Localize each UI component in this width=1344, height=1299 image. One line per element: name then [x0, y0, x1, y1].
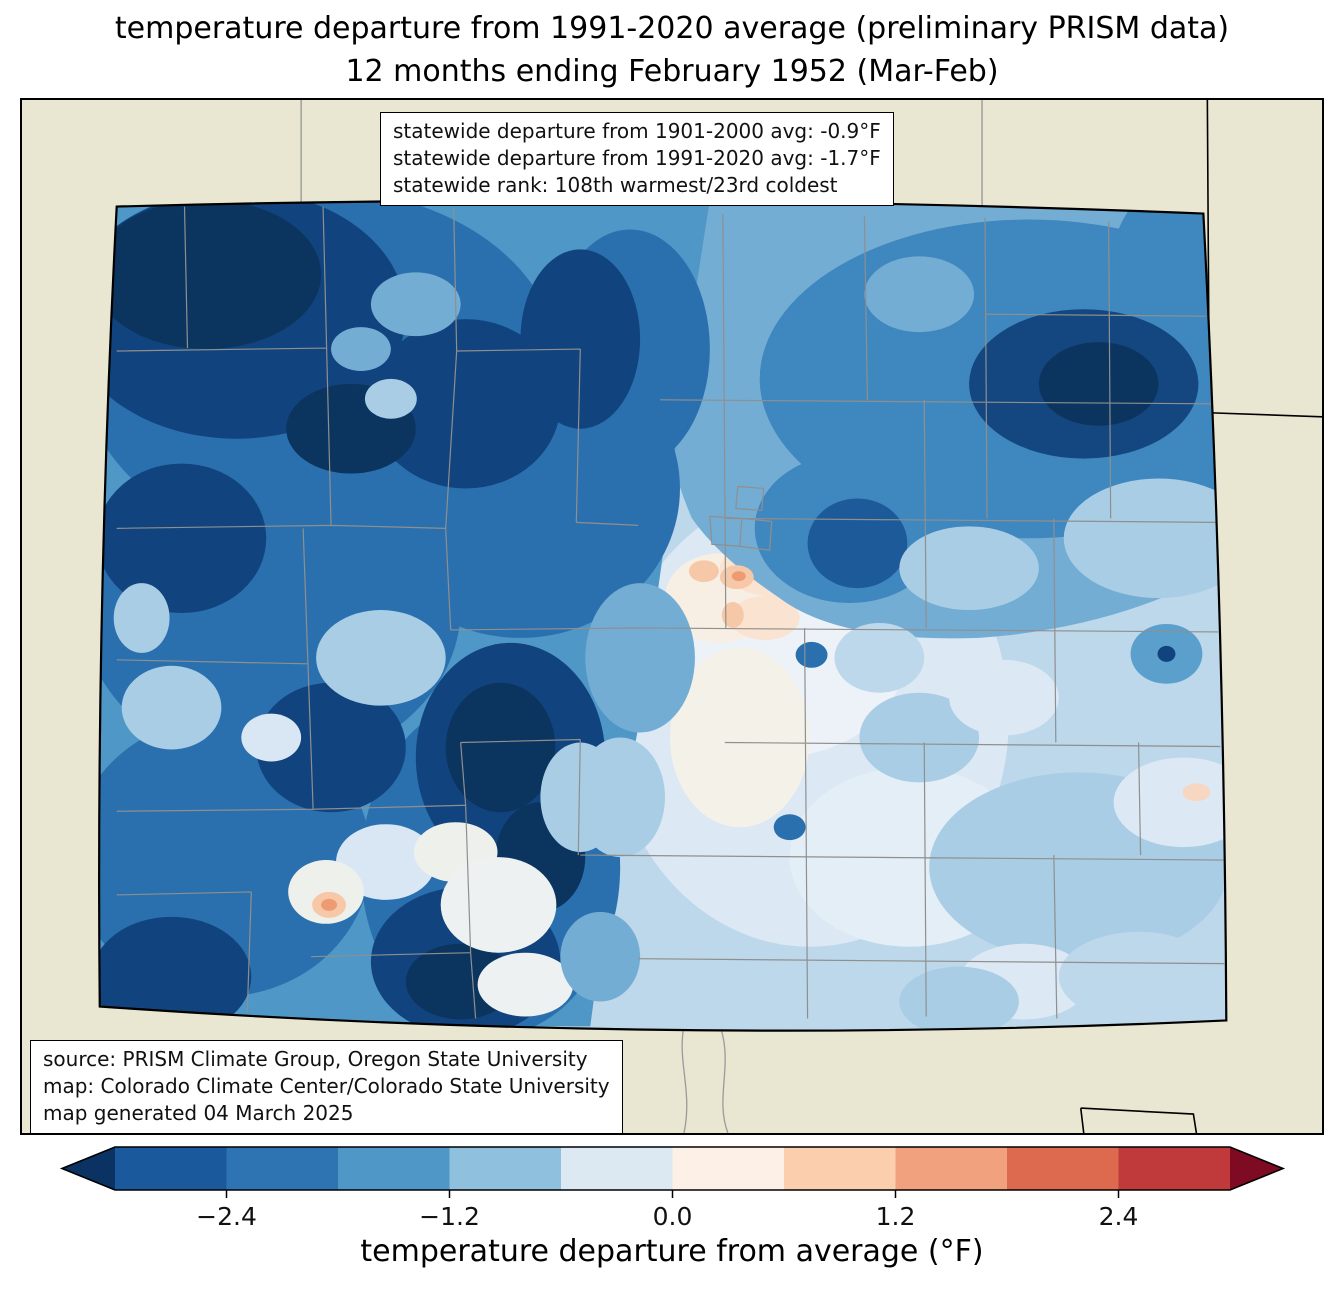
colorbar-segment: [784, 1147, 896, 1190]
map-generated-line: map generated 04 March 2025: [43, 1100, 354, 1125]
colorbar-segment: [449, 1147, 562, 1190]
colorbar-tick-label: −2.4: [196, 1202, 257, 1231]
colorbar-segment: [338, 1147, 450, 1190]
colorbar-segments: [59, 1146, 1286, 1191]
colorbar-tick-label: 0.0: [653, 1202, 693, 1231]
colorbar-segment: [561, 1147, 673, 1190]
temperature-field-layer: [99, 200, 1227, 1031]
neighboring-states-layer: [300, 100, 1322, 1133]
colorbar-svg: −2.4 −1.2 0.0 1.2 2.4: [59, 1146, 1286, 1231]
colorbar-tick-label: −1.2: [419, 1202, 480, 1231]
county-boundaries: [116, 206, 1225, 1019]
colorbar-ticks: [225, 1190, 1120, 1198]
source-attribution-box: source: PRISM Climate Group, Oregon Stat…: [30, 1040, 623, 1135]
colorbar-axis-label: temperature departure from average (°F): [360, 1234, 984, 1269]
map-credit-line: map: Colorado Climate Center/Colorado St…: [43, 1073, 610, 1098]
colorado-map-figure: [22, 100, 1322, 1133]
stats-line-1991-2020: statewide departure from 1991-2020 avg: …: [393, 145, 881, 170]
colorbar-segment: [672, 1147, 785, 1190]
map-panel: [20, 98, 1324, 1135]
colorbar-over-arrow: [1230, 1147, 1283, 1190]
colorbar-segment: [115, 1147, 227, 1190]
stats-line-1901-2000: statewide departure from 1901-2000 avg: …: [393, 119, 881, 143]
river-lines: [681, 1026, 729, 1133]
colorbar-under-arrow: [62, 1147, 115, 1190]
source-line: source: PRISM Climate Group, Oregon Stat…: [43, 1047, 588, 1071]
figure-title-line2: 12 months ending February 1952 (Mar-Feb): [345, 53, 999, 89]
colorbar-segment: [1007, 1147, 1119, 1190]
colorbar-tick-label: 2.4: [1099, 1202, 1139, 1231]
colorbar-outline: [59, 1146, 1286, 1191]
colorbar-tick-label: 1.2: [876, 1202, 916, 1231]
stats-line-rank: statewide rank: 108th warmest/23rd colde…: [393, 172, 838, 197]
colorbar-segment: [226, 1147, 339, 1190]
figure-title: temperature departure from 1991-2020 ave…: [0, 8, 1344, 93]
figure-title-line1: temperature departure from 1991-2020 ave…: [114, 11, 1230, 46]
colorbar-tick-labels: −2.4 −1.2 0.0 1.2 2.4: [196, 1202, 1138, 1231]
colorbar-segment: [1118, 1147, 1231, 1190]
statewide-stats-box: statewide departure from 1901-2000 avg: …: [380, 112, 894, 207]
colorbar: −2.4 −1.2 0.0 1.2 2.4: [0, 1140, 1344, 1240]
colorbar-segment: [895, 1147, 1008, 1190]
